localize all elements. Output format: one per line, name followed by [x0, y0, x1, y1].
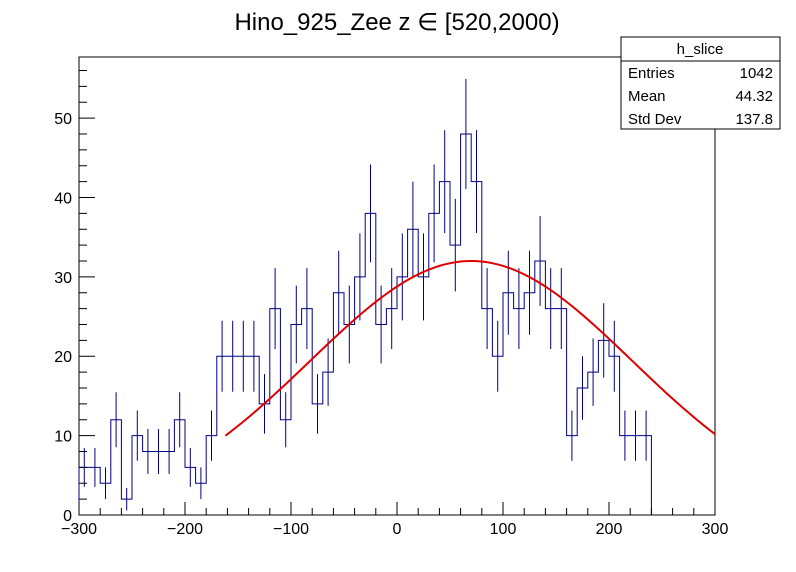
stats-stddev-label: Std Dev: [628, 111, 682, 128]
stats-box-frame: [620, 36, 781, 130]
stats-entries-value: 1042: [740, 65, 773, 82]
x-tick-label: −100: [273, 521, 309, 538]
x-tick-label: 300: [702, 521, 729, 538]
fit-curve: [224, 259, 716, 437]
histogram-outline: [78, 133, 652, 515]
y-tick-label: 20: [54, 349, 72, 366]
stats-mean-label: Mean: [628, 88, 666, 105]
stats-stddev-value: 137.8: [735, 111, 773, 128]
y-tick-label: 50: [54, 111, 72, 128]
y-tick-label: 40: [54, 190, 72, 207]
y-tick-label: 10: [54, 429, 72, 446]
chart-title: Hino_925_Zee z ∈ [520,2000): [234, 9, 559, 36]
stats-mean-value: 44.32: [735, 88, 773, 105]
y-tick-label: 0: [63, 508, 72, 525]
x-tick-label: −300: [61, 521, 97, 538]
stats-box-title: h_slice: [677, 41, 724, 58]
y-axis: 0 10 20 30 40 50: [54, 69, 95, 525]
x-tick-label: −200: [167, 521, 203, 538]
x-axis: −300 −200 −100 0 100 200 300: [61, 502, 728, 538]
x-tick-label: 100: [490, 521, 517, 538]
histogram-bins: [78, 133, 652, 515]
y-tick-label: 30: [54, 270, 72, 287]
x-tick-label: 0: [393, 521, 402, 538]
stats-box: h_slice Entries 1042 Mean 44.32 Std Dev …: [620, 36, 781, 130]
x-tick-label: 200: [596, 521, 623, 538]
stats-entries-label: Entries: [628, 65, 675, 82]
